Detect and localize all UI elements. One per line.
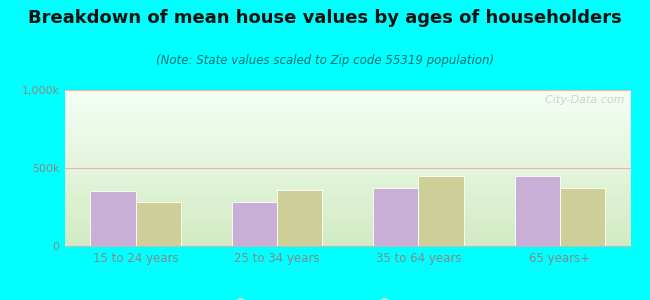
Bar [515, 176, 560, 246]
Text: (Note: State values scaled to Zip code 55319 population): (Note: State values scaled to Zip code 5… [156, 54, 494, 67]
Legend: Zip code 55319, Minnesota: Zip code 55319, Minnesota [223, 295, 473, 300]
Text: Breakdown of mean house values by ages of householders: Breakdown of mean house values by ages o… [28, 9, 622, 27]
Text: City-Data.com: City-Data.com [538, 95, 625, 105]
Bar [277, 190, 322, 246]
Bar [373, 188, 419, 246]
Bar [90, 191, 136, 246]
Bar [232, 202, 277, 246]
Bar [560, 188, 605, 246]
Bar [419, 176, 463, 246]
Bar [136, 202, 181, 246]
